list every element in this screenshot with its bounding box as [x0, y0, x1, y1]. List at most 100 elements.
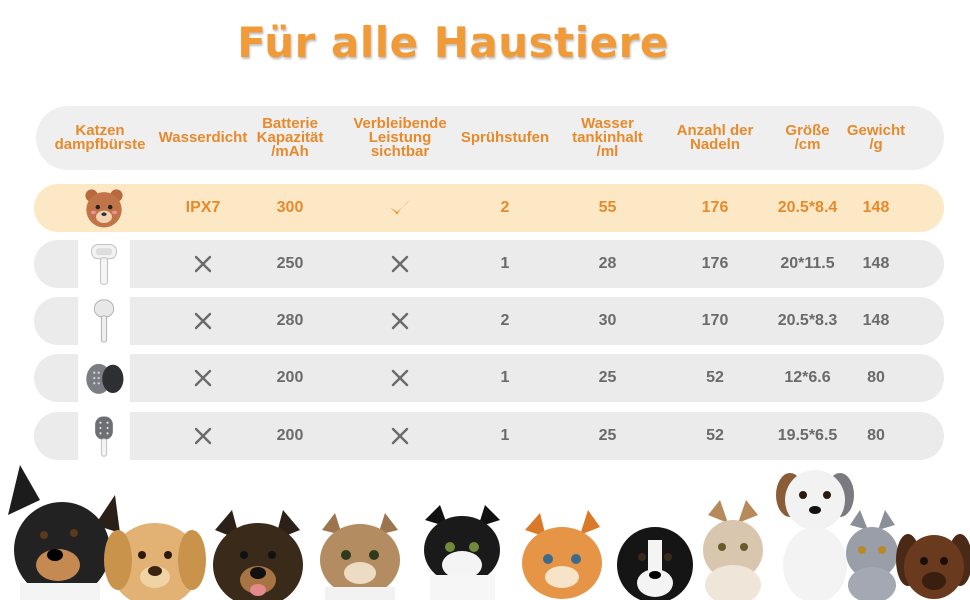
header-tank-line: Wasser — [581, 115, 634, 132]
header-battery-line: Kapazität — [256, 129, 324, 146]
header-size-line: Größe — [785, 122, 830, 139]
battery-cell: 250 — [276, 255, 304, 272]
remaining-power-cell — [340, 184, 460, 232]
shepherd-puppy-figure — [213, 510, 303, 600]
spray-levels-cell: 1 — [500, 255, 510, 272]
header-battery-line: /mAh — [271, 143, 309, 160]
spray-levels-cell: 1 — [500, 369, 510, 386]
check-icon — [390, 200, 411, 215]
table-row: 280 2 30 170 20.5*8.3 148 — [34, 295, 944, 347]
cross-icon — [391, 369, 409, 387]
pets-lineup-illustration — [8, 465, 970, 600]
table-row: 200 1 25 52 19.5*6.5 80 — [34, 410, 944, 462]
product-thumbnail — [78, 352, 130, 404]
header-size-line: /cm — [794, 136, 821, 153]
weight-cell: 80 — [867, 427, 885, 444]
water-tank-cell: 55 — [598, 199, 617, 216]
size-cell: 19.5*6.5 — [777, 427, 838, 444]
header-product-line: Katzen — [75, 122, 125, 139]
water-tank-cell: 28 — [598, 255, 617, 272]
calico-kitten-figure — [703, 500, 763, 600]
size-cell: 20*11.5 — [780, 255, 835, 272]
chocolate-puppy-figure — [896, 534, 970, 599]
header-product: Katzen dampfbürste — [40, 108, 160, 168]
water-tank-cell: 25 — [598, 369, 617, 386]
header-weight-line: /g — [869, 136, 883, 153]
product-thumbnail — [78, 410, 130, 462]
needle-count-cell: 52 — [706, 427, 724, 444]
cross-icon — [391, 312, 409, 330]
size-cell: 20.5*8.3 — [777, 312, 838, 329]
black-dog-figure — [8, 465, 120, 600]
product-thumbnail — [78, 182, 130, 234]
header-spray: Sprühstufen — [455, 108, 555, 168]
collie-puppy-figure — [617, 527, 693, 600]
spray-levels-cell: 2 — [500, 312, 510, 329]
needle-count-cell: 170 — [701, 312, 729, 329]
water-tank-cell: 25 — [598, 427, 617, 444]
header-spray-line: Sprühstufen — [460, 129, 550, 146]
needle-count-cell: 176 — [701, 199, 729, 216]
battery-cell: 300 — [276, 199, 304, 216]
needle-count-cell: 52 — [706, 369, 724, 386]
tabby-kitten-figure — [320, 513, 400, 600]
table-header — [36, 106, 944, 170]
product-thumbnail — [78, 238, 130, 290]
cross-icon — [391, 427, 409, 445]
weight-cell: 80 — [867, 369, 885, 386]
remaining-power-cell — [340, 297, 460, 345]
battery-cell: 200 — [276, 369, 304, 386]
remaining-power-cell — [340, 354, 460, 402]
header-needles-line: Nadeln — [689, 136, 740, 153]
waterproof-cell — [150, 412, 256, 460]
size-cell: 12*6.6 — [784, 369, 831, 386]
header-remaining-line: sichtbar — [370, 143, 430, 160]
waterproof-cell — [150, 240, 256, 288]
cross-icon — [194, 369, 212, 387]
weight-cell: 148 — [862, 199, 890, 216]
header-tank-line: tankinhalt — [572, 129, 643, 146]
remaining-power-cell — [340, 412, 460, 460]
header-battery-line: Batterie — [262, 115, 318, 132]
bear-steam-brush-icon — [85, 189, 123, 228]
header-product-line: dampfbürste — [54, 136, 146, 153]
grey-steam-brush-icon — [86, 363, 124, 394]
spray-levels-cell: 1 — [500, 427, 510, 444]
cross-icon — [391, 255, 409, 273]
orange-kitten-figure — [522, 510, 602, 599]
cross-icon — [194, 427, 212, 445]
cross-icon — [194, 312, 212, 330]
table-row: 200 1 25 52 12*6.6 80 — [34, 352, 944, 404]
waterproof-cell: IPX7 — [185, 199, 221, 216]
header-tank: Wasser tankinhalt/ml — [560, 108, 655, 168]
header-tank-line: /ml — [596, 143, 619, 160]
size-cell: 20.5*8.4 — [777, 199, 838, 216]
paddle-brush-icon — [95, 416, 113, 457]
tuxedo-kitten-figure — [424, 505, 500, 600]
golden-puppy-figure — [104, 523, 206, 600]
handle-steam-brush-icon — [93, 299, 115, 343]
needle-count-cell: 176 — [701, 255, 729, 272]
water-tank-cell: 30 — [598, 312, 617, 329]
weight-cell: 148 — [862, 255, 890, 272]
cross-icon — [194, 255, 212, 273]
header-remaining: Verbleibende Leistung sichtbar — [340, 108, 460, 168]
grey-kitten-figure — [846, 510, 898, 600]
header-remaining-line: Leistung — [368, 129, 432, 146]
header-battery: Batterie Kapazität/mAh — [250, 108, 330, 168]
battery-cell: 280 — [276, 312, 304, 329]
aussie-puppy-figure — [776, 470, 854, 600]
remaining-power-cell — [340, 240, 460, 288]
table-row: 250 1 28 176 20*11.5 148 — [34, 238, 944, 290]
spray-levels-cell: 2 — [500, 199, 510, 216]
header-needles-line: Anzahl der — [676, 122, 754, 139]
page-title: Für alle Haustiere — [237, 18, 669, 67]
waterproof-cell — [150, 354, 256, 402]
header-remaining-line: Verbleibende — [353, 115, 447, 132]
header-waterproof: Wasserdicht — [150, 108, 256, 168]
header-weight-line: Gewicht — [846, 122, 906, 139]
header-waterproof-line: Wasserdicht — [158, 129, 248, 146]
header-size: Größe/cm — [770, 108, 845, 168]
header-weight: Gewicht/g — [840, 108, 912, 168]
waterproof-cell — [150, 297, 256, 345]
